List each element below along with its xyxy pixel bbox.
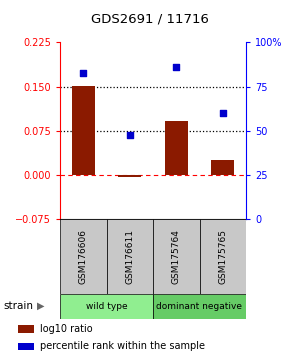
Bar <box>60 219 106 294</box>
Text: GDS2691 / 11716: GDS2691 / 11716 <box>91 12 209 25</box>
Bar <box>17 325 34 333</box>
Point <box>174 64 179 70</box>
Bar <box>72 86 95 175</box>
Bar <box>153 294 246 319</box>
Text: wild type: wild type <box>86 302 127 311</box>
Point <box>220 110 225 116</box>
Point <box>81 70 86 75</box>
Text: dominant negative: dominant negative <box>157 302 242 311</box>
Bar <box>106 219 153 294</box>
Bar <box>200 219 246 294</box>
Bar <box>60 294 153 319</box>
Bar <box>165 121 188 175</box>
Text: GSM175765: GSM175765 <box>218 229 227 284</box>
Text: log10 ratio: log10 ratio <box>40 324 92 333</box>
Text: strain: strain <box>3 301 33 311</box>
Text: GSM176611: GSM176611 <box>125 229 134 284</box>
Text: GSM176606: GSM176606 <box>79 229 88 284</box>
Text: ▶: ▶ <box>37 301 44 311</box>
Bar <box>211 160 234 175</box>
Point <box>128 132 132 137</box>
Bar <box>17 343 34 350</box>
Text: percentile rank within the sample: percentile rank within the sample <box>40 341 205 351</box>
Bar <box>118 175 141 177</box>
Bar <box>153 219 200 294</box>
Text: GSM175764: GSM175764 <box>172 229 181 284</box>
